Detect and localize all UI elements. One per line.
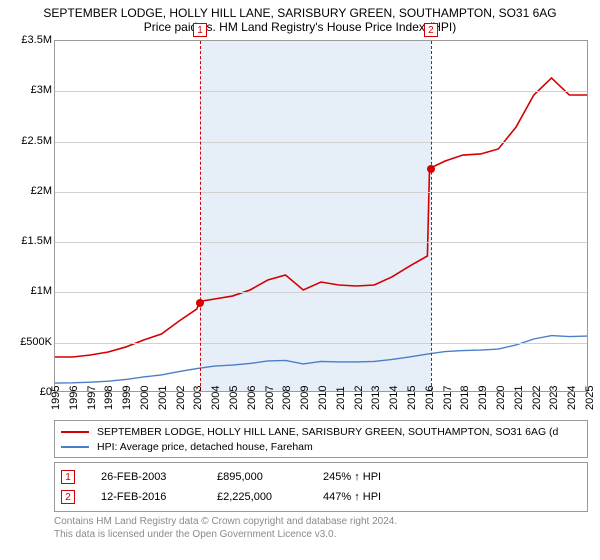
x-axis-tick: 2006 — [246, 386, 266, 410]
x-axis-tick: 2015 — [406, 386, 426, 410]
gridline — [55, 343, 587, 344]
legend-label: HPI: Average price, detached house, Fare… — [97, 441, 313, 453]
chart-area: 12 £0 £500K £1M £1.5M £2M £2.5M £3M £3.5M 199519… — [10, 36, 592, 416]
x-axis-tick: 2011 — [335, 386, 355, 410]
license-line: Contains HM Land Registry data © Crown c… — [54, 515, 590, 528]
gridline — [55, 192, 587, 193]
event-marker-line — [431, 41, 432, 391]
y-axis-tick: £1.5M — [10, 235, 52, 247]
event-marker-badge: 2 — [424, 23, 438, 37]
event-marker-box: 1 — [61, 470, 75, 484]
events-table: 1 26-FEB-2003 £895,000 245% ↑ HPI 2 12-F… — [54, 462, 588, 512]
legend-label: SEPTEMBER LODGE, HOLLY HILL LANE, SARISB… — [97, 426, 558, 438]
x-axis-tick: 2010 — [317, 386, 337, 410]
event-date: 12-FEB-2016 — [101, 491, 191, 503]
gridline — [55, 142, 587, 143]
chart-title: SEPTEMBER LODGE, HOLLY HILL LANE, SARISB… — [10, 6, 590, 20]
x-axis-tick: 2001 — [157, 386, 177, 410]
legend-swatch — [61, 431, 89, 433]
x-axis-tick: 2016 — [424, 386, 444, 410]
legend-row: HPI: Average price, detached house, Fare… — [61, 439, 581, 454]
x-axis-tick: 2000 — [139, 386, 159, 410]
event-marker-line — [200, 41, 201, 391]
event-row: 1 26-FEB-2003 £895,000 245% ↑ HPI — [61, 467, 581, 487]
event-marker-box: 2 — [61, 490, 75, 504]
x-axis-tick: 2021 — [513, 386, 533, 410]
event-date: 26-FEB-2003 — [101, 471, 191, 483]
data-point-marker — [427, 165, 435, 173]
event-pct: 447% ↑ HPI — [323, 491, 433, 503]
legend-row: SEPTEMBER LODGE, HOLLY HILL LANE, SARISB… — [61, 424, 581, 439]
plot-area: 12 — [54, 40, 588, 392]
data-point-marker — [196, 299, 204, 307]
y-axis-tick: £2M — [10, 185, 52, 197]
gridline — [55, 242, 587, 243]
gridline — [55, 91, 587, 92]
y-axis-tick: £3.5M — [10, 34, 52, 46]
y-axis-tick: £500K — [10, 336, 52, 348]
legend: SEPTEMBER LODGE, HOLLY HILL LANE, SARISB… — [54, 420, 588, 458]
x-axis-tick: 2025 — [584, 386, 600, 410]
chart-subtitle: Price paid vs. HM Land Registry's House … — [10, 20, 590, 34]
x-axis-tick: 2020 — [495, 386, 515, 410]
x-axis-tick: 1995 — [50, 386, 70, 410]
chart-svg — [55, 41, 587, 391]
legend-swatch — [61, 446, 89, 448]
license-text: Contains HM Land Registry data © Crown c… — [54, 515, 590, 541]
gridline — [55, 292, 587, 293]
x-axis-tick: 1996 — [68, 386, 88, 410]
license-line: This data is licensed under the Open Gov… — [54, 528, 590, 541]
event-marker-badge: 1 — [193, 23, 207, 37]
y-axis-tick: £2.5M — [10, 135, 52, 147]
y-axis-tick: £1M — [10, 285, 52, 297]
event-price: £895,000 — [217, 471, 297, 483]
y-axis-tick: £3M — [10, 84, 52, 96]
event-row: 2 12-FEB-2016 £2,225,000 447% ↑ HPI — [61, 487, 581, 507]
y-axis-tick: £0 — [10, 386, 52, 398]
event-pct: 245% ↑ HPI — [323, 471, 433, 483]
series-property — [55, 78, 587, 357]
x-axis-tick: 2005 — [228, 386, 248, 410]
event-price: £2,225,000 — [217, 491, 297, 503]
